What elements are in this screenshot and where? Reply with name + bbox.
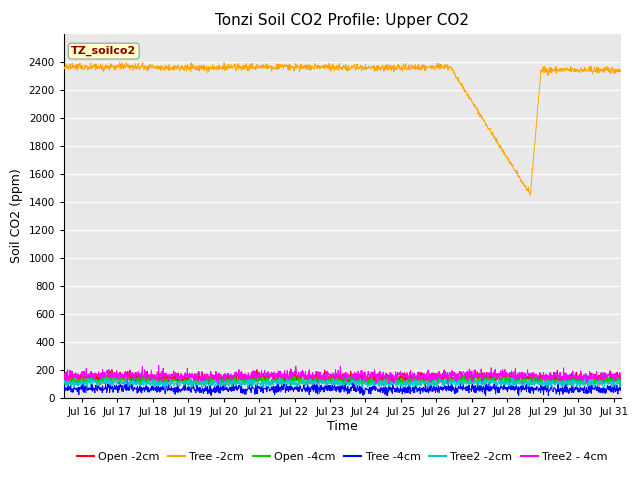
X-axis label: Time: Time — [327, 420, 358, 433]
Title: Tonzi Soil CO2 Profile: Upper CO2: Tonzi Soil CO2 Profile: Upper CO2 — [216, 13, 469, 28]
Y-axis label: Soil CO2 (ppm): Soil CO2 (ppm) — [10, 168, 23, 264]
Legend: Open -2cm, Tree -2cm, Open -4cm, Tree -4cm, Tree2 -2cm, Tree2 - 4cm: Open -2cm, Tree -2cm, Open -4cm, Tree -4… — [72, 448, 612, 467]
Text: TZ_soilco2: TZ_soilco2 — [71, 46, 136, 56]
